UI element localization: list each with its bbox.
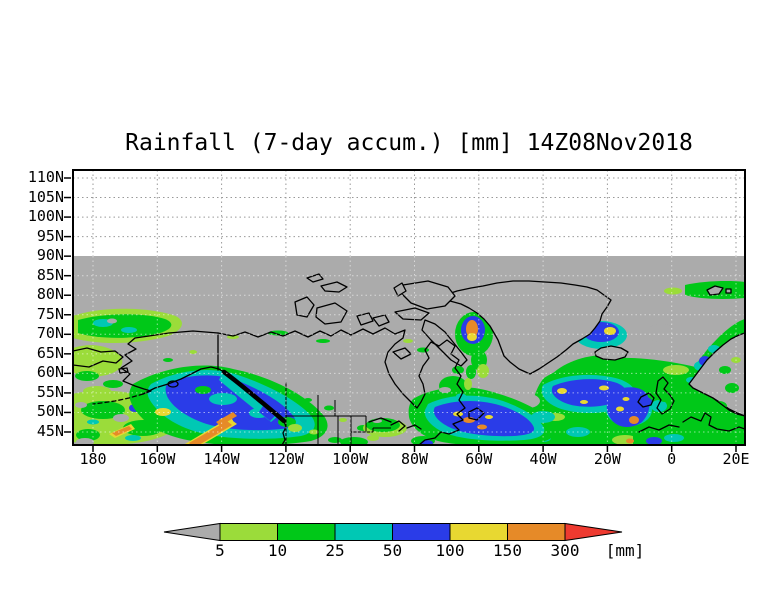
- alaska-coast: [120, 330, 225, 395]
- baltic-coast: [712, 397, 745, 417]
- polar-cap-area: [73, 170, 745, 256]
- y-axis-label: 90N: [36, 246, 64, 265]
- colorbar-boundary-label: 150: [493, 541, 522, 560]
- colorbar-scale: [163, 522, 623, 542]
- colorbar: 5 10 25 50 100 150 300 [mm]: [163, 522, 653, 567]
- x-axis-label: 100W: [332, 450, 369, 468]
- axel-heiberg-island: [393, 282, 407, 297]
- x-axis-label: 120W: [267, 450, 304, 468]
- x-axis-label: 140W: [203, 450, 240, 468]
- y-axis-label: 75N: [36, 304, 64, 323]
- x-axis-label: 20W: [593, 450, 621, 468]
- melville-island: [320, 281, 348, 293]
- colorbar-boundary-label: 100: [435, 541, 465, 560]
- chukotka-coast: [73, 347, 124, 368]
- us-west-coast: [281, 420, 287, 445]
- victoria-island: [315, 302, 348, 325]
- x-axis-label: 20E: [722, 450, 750, 468]
- colorbar-boundary-label: 10: [267, 541, 288, 560]
- y-axis-label: 110N: [27, 168, 64, 186]
- y-axis-label: 80N: [36, 285, 64, 304]
- svalbard-islands: [706, 285, 724, 296]
- iceland-landmass: [594, 345, 629, 361]
- colorbar-boundary-label: 300: [550, 541, 580, 560]
- colorbar-segment: [277, 523, 336, 541]
- somerset-island: [372, 314, 390, 327]
- y-axis-label: 55N: [36, 382, 64, 401]
- axis-tick-marks: [64, 177, 737, 452]
- baffin-island: [421, 319, 468, 367]
- map-plot: [64, 169, 746, 452]
- plot-title: Rainfall (7-day accum.) [mm] 14Z08Nov201…: [125, 130, 693, 156]
- plot-frame: [72, 169, 746, 446]
- colorbar-segment: [392, 523, 451, 541]
- prince-of-wales-island: [356, 312, 374, 326]
- colorbar-segment: [507, 523, 566, 541]
- y-axis-label: 65N: [36, 343, 64, 362]
- kodiak-island: [167, 380, 179, 388]
- y-axis-label: 105N: [27, 187, 64, 206]
- colorbar-above-max-arrow: [564, 522, 623, 542]
- x-axis-label: 40W: [529, 450, 557, 468]
- y-axis-label: 95N: [36, 226, 64, 245]
- prince-patrick-island: [306, 273, 324, 283]
- aleutian-islands: [92, 393, 144, 405]
- colorbar-segment: [219, 523, 278, 541]
- colorbar-boundary-label: 25: [325, 541, 345, 560]
- greenland-landmass: [438, 280, 612, 375]
- gridlines: [73, 170, 745, 445]
- x-axis-label: 160W: [139, 450, 176, 468]
- colorbar-boundary-label: 5: [215, 541, 225, 560]
- devon-island: [394, 307, 430, 321]
- y-axis-label: 70N: [36, 324, 64, 343]
- y-axis-label: 50N: [36, 402, 64, 421]
- canada-arctic-and-east-coast: [217, 327, 466, 445]
- colorbar-segment: [449, 523, 508, 541]
- panhandle-coast-range: [221, 369, 287, 424]
- x-axis-label: 80W: [400, 450, 429, 468]
- colorbar-boundary-label: 50: [382, 541, 403, 560]
- newfoundland-island: [468, 407, 485, 421]
- y-axis-label: 100N: [27, 207, 64, 226]
- x-axis-label: 180: [79, 450, 107, 468]
- banks-island: [294, 296, 315, 318]
- y-axis-label: 60N: [36, 363, 64, 382]
- europe-coast: [638, 412, 745, 433]
- rainfall-map-canvas: [64, 169, 746, 452]
- map-content: [73, 170, 745, 445]
- y-axis-label: 85N: [36, 265, 64, 284]
- colorbar-segment: [334, 523, 393, 541]
- colorbar-unit: [mm]: [605, 541, 645, 560]
- great-lakes: [368, 417, 422, 432]
- x-axis-label: 60W: [465, 450, 493, 468]
- svalbard-islet: [725, 288, 732, 294]
- y-axis-label: 45N: [36, 421, 64, 440]
- x-axis-label: 0: [667, 450, 677, 468]
- colorbar-below-min-arrow: [163, 522, 221, 542]
